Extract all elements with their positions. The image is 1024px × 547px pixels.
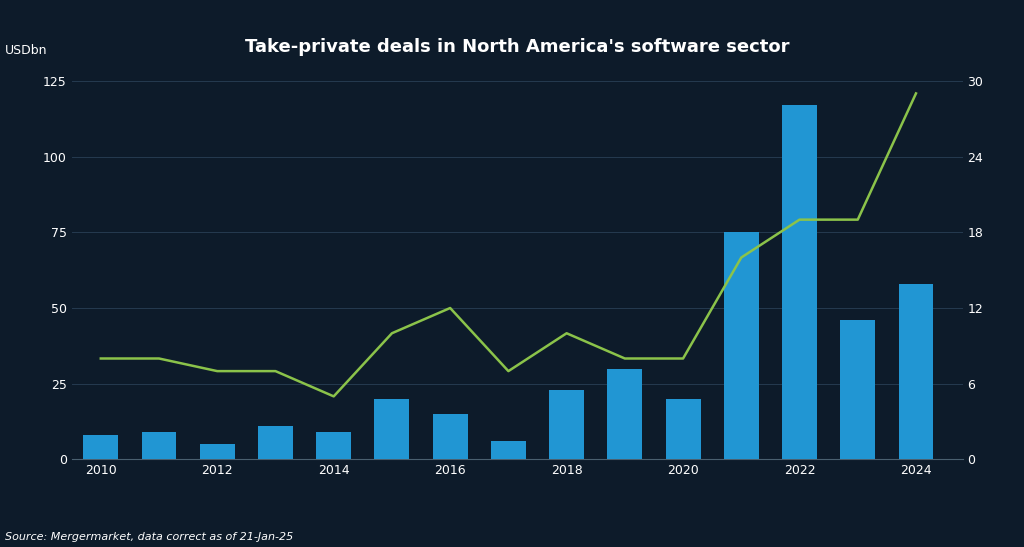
Bar — [316, 432, 351, 459]
Bar — [490, 441, 526, 459]
Bar — [782, 105, 817, 459]
Bar — [375, 399, 410, 459]
Bar — [607, 369, 642, 459]
Bar — [724, 232, 759, 459]
Bar — [141, 432, 176, 459]
Bar — [200, 444, 234, 459]
Bar — [258, 426, 293, 459]
Bar — [83, 435, 118, 459]
Text: USDbn: USDbn — [5, 44, 48, 57]
Bar — [666, 399, 700, 459]
Title: Take-private deals in North America's software sector: Take-private deals in North America's so… — [245, 38, 790, 56]
Bar — [549, 390, 584, 459]
Text: Source: Mergermarket, data correct as of 21-Jan-25: Source: Mergermarket, data correct as of… — [5, 532, 293, 542]
Bar — [841, 320, 876, 459]
Bar — [433, 414, 468, 459]
Bar — [898, 284, 934, 459]
